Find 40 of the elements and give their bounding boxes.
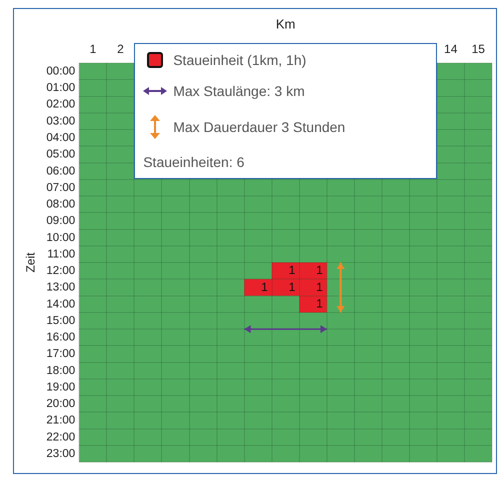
- annotation: Max Dauerdauer 3 Stunden: [173, 118, 346, 135]
- y-tick-label: 18:00: [46, 364, 76, 377]
- x-tick-label: 1: [90, 42, 97, 56]
- y-tick-label: 21:00: [46, 414, 76, 427]
- y-tick-label: 16:00: [46, 332, 76, 344]
- y-tick-label: 14:00: [46, 298, 76, 310]
- annotation: Max Staulänge: 3 km: [173, 83, 305, 100]
- annotation: Staueinheit (1km, 1h): [173, 52, 306, 68]
- y-tick-label: 10:00: [46, 232, 76, 244]
- y-tick-label: 03:00: [46, 115, 76, 128]
- data-label: 1: [288, 280, 296, 294]
- y-tick-label: 05:00: [46, 148, 76, 161]
- y-tick-label: 19:00: [46, 381, 76, 394]
- x-tick-label: 15: [472, 42, 486, 56]
- y-tick-label: 01:00: [46, 82, 76, 94]
- y-tick-label: 09:00: [46, 215, 76, 228]
- x-tick-label: 14: [444, 42, 458, 56]
- data-label: 1: [261, 280, 268, 294]
- x-tick-label: 2: [117, 42, 124, 56]
- annotation: Staueinheiten: 6: [143, 154, 244, 170]
- x-axis-title: Km: [276, 16, 296, 32]
- y-tick-label: 07:00: [46, 182, 76, 194]
- y-tick-label: 06:00: [46, 165, 76, 178]
- data-label: 1: [316, 280, 324, 294]
- y-tick-label: 17:00: [46, 348, 76, 360]
- y-tick-label: 11:00: [47, 248, 76, 260]
- y-tick-label: 20:00: [46, 398, 76, 410]
- y-tick-label: 13:00: [46, 282, 76, 294]
- data-label: 1: [288, 263, 296, 278]
- data-label: 1: [316, 296, 324, 310]
- y-tick-label: 23:00: [46, 448, 76, 460]
- y-axis-title: Zeit: [24, 252, 38, 273]
- y-tick-label: 00:00: [46, 65, 76, 78]
- y-tick-label: 15:00: [46, 314, 76, 327]
- y-tick-label: 04:00: [46, 132, 76, 144]
- y-tick-label: 02:00: [46, 98, 76, 111]
- y-tick-label: 08:00: [46, 198, 76, 211]
- data-label: 1: [316, 263, 324, 278]
- y-tick-label: 22:00: [46, 431, 76, 444]
- y-tick-label: 12:00: [46, 265, 76, 278]
